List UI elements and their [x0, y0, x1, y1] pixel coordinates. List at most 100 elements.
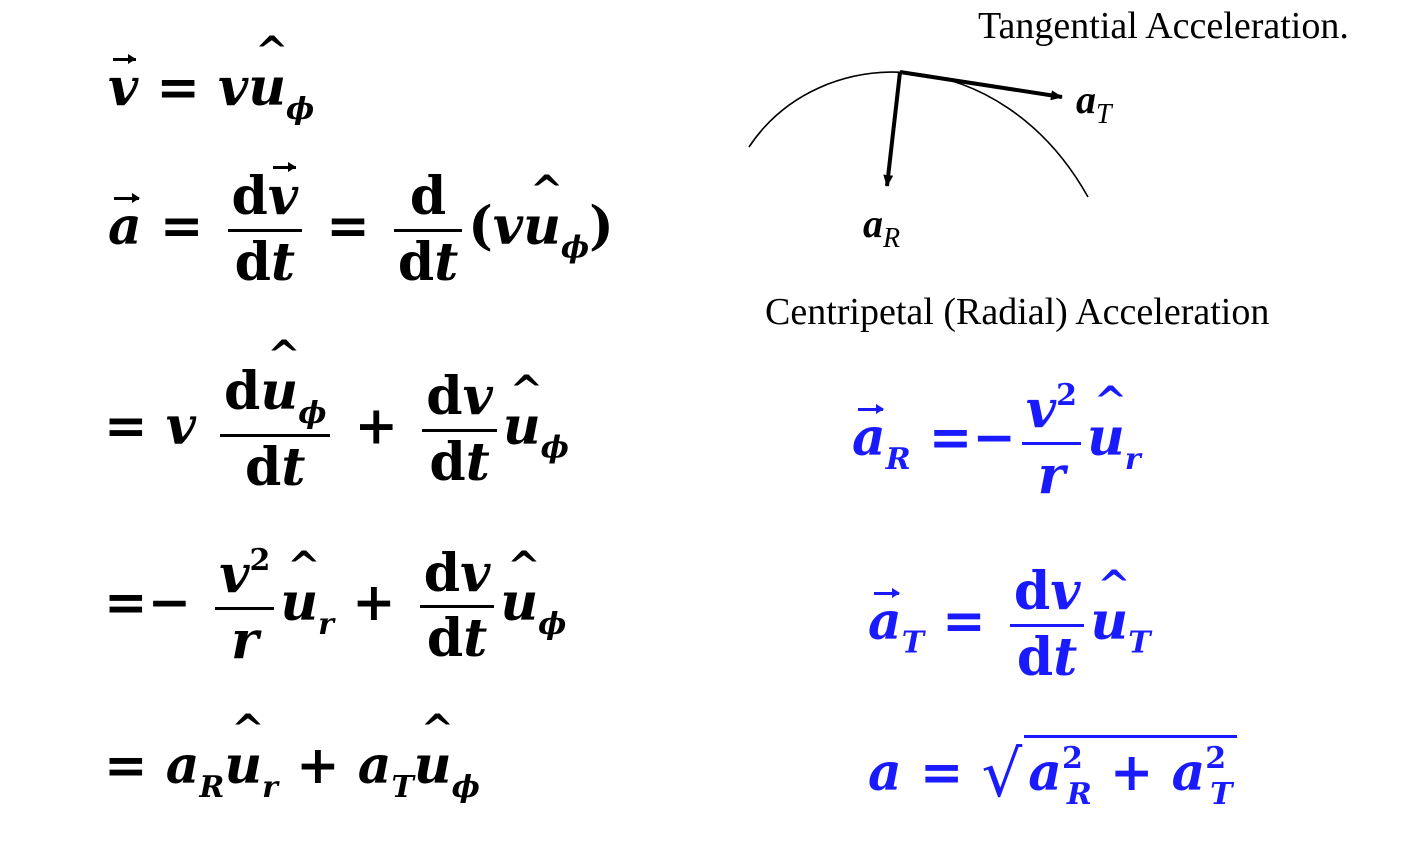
du-dt-fraction: duϕ dt — [220, 335, 331, 495]
aR-vector-label: aR — [863, 200, 900, 255]
squared-exponent: 2 — [249, 543, 271, 578]
unit-vector-symbol: u — [1087, 382, 1127, 464]
equals-sign: = — [942, 590, 986, 652]
equals-sign: = — [104, 395, 148, 457]
speed-symbol: v — [218, 57, 249, 118]
acceleration-symbol: a — [165, 735, 200, 796]
dv-dt-fraction: dv dt — [227, 162, 303, 293]
radicand: a2R + a2T — [1024, 735, 1237, 812]
acceleration-vector-symbol: a — [852, 404, 886, 469]
equals-sign: = — [326, 195, 370, 257]
R-subscript: R — [885, 442, 911, 478]
radius-symbol: r — [1037, 444, 1066, 506]
d-symbol: d — [429, 431, 466, 493]
equals-sign: = — [104, 735, 148, 796]
T-subscript: T — [1128, 625, 1151, 661]
speed-symbol: v — [1050, 561, 1081, 622]
fraction-bar — [1021, 441, 1081, 445]
velocity-equation: v = vuϕ — [108, 32, 315, 127]
acceleration-symbol: a — [868, 742, 902, 803]
radial-acceleration-equation: aR =− v2 r ur — [852, 380, 1141, 503]
speed-symbol: v — [219, 544, 250, 605]
fraction-bar — [393, 228, 463, 232]
speed-symbol: v — [165, 395, 196, 457]
aT-subscript: T — [1096, 99, 1112, 130]
product-rule-equation: = v duϕ dt + dv dt uϕ — [104, 335, 569, 495]
d-symbol: d — [409, 166, 447, 227]
fraction-bar — [220, 433, 331, 437]
centripetal-acceleration-title: Centripetal (Radial) Acceleration — [765, 291, 1270, 333]
aR-base: a — [863, 201, 883, 246]
left-paren: ( — [468, 195, 493, 257]
d-symbol: d — [397, 231, 435, 293]
tangential-acceleration-arrow — [899, 70, 1063, 101]
fraction-bar — [227, 228, 303, 232]
d-symbol: d — [426, 365, 463, 427]
curved-path — [748, 71, 1089, 198]
v-squared-over-r-fraction: v2 r — [215, 543, 275, 671]
equals-sign: = — [919, 742, 964, 803]
squared-exponent: 2 — [1205, 741, 1227, 776]
phi-subscript: ϕ — [560, 230, 590, 266]
dv-dt-fraction: dv dt — [422, 369, 497, 493]
speed-symbol: v — [460, 542, 491, 604]
r-subscript: r — [1124, 442, 1141, 478]
T-subscript: T — [901, 625, 925, 661]
d-symbol: d — [426, 608, 464, 670]
expanded-acceleration-equation: =− v2 r ur + dv dt uϕ — [104, 545, 566, 668]
fraction-bar — [422, 428, 497, 432]
equals-sign: = — [156, 57, 200, 118]
d-symbol: d — [423, 542, 461, 604]
equals-sign: = — [159, 195, 204, 257]
R-subscript: R — [199, 770, 225, 805]
magnitude-equation: a = √ a2R + a2T — [868, 735, 1237, 810]
speed-symbol: v — [1025, 379, 1057, 440]
minus-sign: − — [972, 407, 1016, 469]
fraction-bar — [1009, 623, 1085, 627]
phi-subscript: ϕ — [451, 770, 480, 805]
d-dt-operator: d dt — [393, 166, 463, 293]
acceleration-vector-symbol: a — [108, 192, 142, 257]
dv-dt-fraction: dv dt — [1009, 564, 1085, 688]
aT-base: a — [1076, 77, 1096, 122]
T-subscript: T — [1210, 777, 1233, 812]
square-root-sign: √ — [981, 738, 1023, 812]
equals-sign: = — [104, 572, 148, 634]
aR-subscript: R — [883, 223, 901, 254]
unit-vector-symbol: u — [414, 710, 454, 792]
unit-vector-symbol: u — [260, 335, 300, 420]
velocity-vector-symbol: v — [108, 54, 139, 118]
unit-vector-symbol: u — [248, 32, 288, 114]
d-symbol: d — [1013, 561, 1051, 622]
equals-sign: = — [928, 407, 973, 469]
component-acceleration-equation: = aRur + aTuϕ — [104, 710, 480, 805]
plus-sign: + — [354, 395, 399, 457]
phi-subscript: ϕ — [286, 92, 315, 127]
acceleration-symbol: a — [1171, 742, 1206, 803]
fraction-bar — [215, 606, 275, 610]
phi-subscript: ϕ — [298, 396, 327, 431]
velocity-vector-symbol: v — [267, 162, 299, 227]
d-symbol: d — [1016, 626, 1054, 688]
squared-exponent: 2 — [1056, 378, 1077, 413]
right-paren: ) — [589, 195, 614, 257]
squared-exponent: 2 — [1061, 741, 1083, 776]
tangential-acceleration-title: Tangential Acceleration. — [978, 5, 1349, 47]
plus-sign: + — [352, 572, 396, 634]
r-subscript: r — [318, 607, 334, 643]
unit-vector-symbol: u — [1090, 566, 1130, 648]
acceleration-symbol: a — [357, 735, 392, 796]
d-symbol: d — [234, 231, 271, 293]
dv-dt-fraction: dv dt — [419, 546, 495, 670]
radius-symbol: r — [231, 609, 259, 671]
unit-vector-symbol: u — [224, 710, 264, 792]
phi-subscript: ϕ — [538, 607, 567, 643]
d-symbol: d — [224, 361, 261, 422]
fraction-bar — [419, 605, 495, 609]
d-symbol: d — [231, 166, 268, 227]
unit-vector-symbol: u — [500, 547, 540, 629]
r-subscript: r — [262, 770, 278, 805]
radial-acceleration-arrow — [883, 71, 902, 187]
